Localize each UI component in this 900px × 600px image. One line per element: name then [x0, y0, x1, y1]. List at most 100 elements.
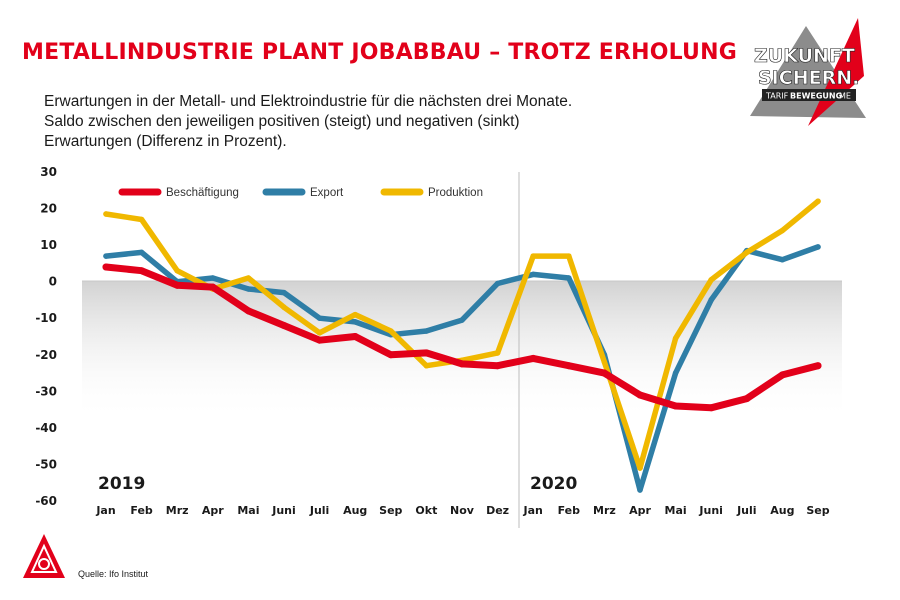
y-tick-label: -60 [35, 494, 57, 508]
year-label-2020: 2020 [530, 474, 577, 494]
y-tick-label: -50 [35, 457, 57, 471]
data-point [637, 487, 643, 493]
data-point [210, 275, 216, 281]
data-point [530, 253, 536, 259]
data-point [245, 286, 252, 292]
source-note: Quelle: Ifo Institut [78, 569, 149, 579]
data-point [779, 227, 786, 234]
data-point [459, 317, 465, 323]
data-point [138, 249, 145, 256]
data-point [744, 249, 750, 256]
data-point [173, 281, 181, 289]
data-point [103, 253, 109, 259]
badge-tag-box [762, 89, 856, 101]
x-tick-label: Aug [770, 504, 794, 517]
data-point [565, 362, 573, 370]
data-point [494, 350, 501, 356]
data-point [352, 311, 358, 318]
x-tick-label: Juli [309, 504, 329, 517]
data-point [281, 304, 287, 311]
y-axis: 30 20 10 0 -10 -20 -30 -40 -50 -60 [35, 165, 57, 508]
y-tick-label: -40 [35, 421, 57, 435]
data-point [245, 275, 252, 281]
x-tick-label: Mai [237, 504, 259, 517]
data-point [707, 404, 715, 412]
data-point [672, 370, 679, 376]
y-tick-label: 30 [40, 165, 57, 179]
x-tick-label: Aug [343, 504, 367, 517]
x-tick-label: Nov [450, 504, 475, 517]
x-tick-label: Apr [629, 504, 651, 517]
data-point [388, 328, 394, 334]
chart-subtitle: Erwartungen in der Metall- und Elektroin… [44, 92, 684, 152]
badge-tag-c: ME [839, 92, 851, 101]
data-point [281, 289, 287, 296]
legend-label: Beschäftigung [166, 187, 239, 199]
subtitle-line: Erwartungen (Differenz in Prozent). [44, 133, 287, 150]
data-point [566, 275, 572, 281]
data-point [530, 271, 536, 278]
data-point [280, 322, 288, 330]
x-tick-label: Juni [271, 504, 296, 517]
data-point [529, 354, 537, 362]
data-point [352, 319, 358, 325]
data-point [387, 351, 395, 359]
zukunft-sichern-badge: ZUKUNFT SICHERN. TARIF BEWEGUNG ME [750, 18, 866, 126]
y-tick-label: -10 [35, 311, 57, 325]
data-point [423, 328, 430, 334]
data-point [316, 330, 323, 336]
y-tick-label: -20 [35, 348, 57, 362]
ig-metall-logo-icon [23, 534, 65, 578]
year-label-2019: 2019 [98, 474, 145, 494]
subtitle-line: Erwartungen in der Metall- und Elektroin… [44, 93, 573, 110]
x-tick-label: Jan [95, 504, 115, 517]
data-point [708, 277, 714, 283]
logo-inner [30, 543, 58, 573]
data-point [174, 267, 180, 274]
x-axis: Jan Feb Mrz Apr Mai Juni Juli Aug Sep Okt Nov Dez Ja… [95, 504, 829, 517]
data-point [636, 391, 644, 399]
data-point [494, 280, 501, 287]
y-tick-label: 10 [40, 238, 57, 252]
badge-tag-b: BEWEGUNG [790, 92, 842, 101]
data-point [316, 315, 323, 321]
badge-line-2: SICHERN. [758, 67, 859, 89]
data-point [672, 335, 679, 342]
y-tick-label: -30 [35, 384, 57, 398]
data-point [458, 360, 466, 368]
badge-tag-a: TARIF [765, 92, 789, 101]
data-point [779, 256, 786, 263]
x-tick-label: Mrz [593, 504, 616, 517]
data-point [423, 362, 430, 369]
badge-line-1: ZUKUNFT [754, 45, 855, 67]
legend-label: Export [310, 187, 344, 199]
data-point [637, 465, 643, 471]
y-tick-label: 0 [49, 275, 57, 289]
data-point [138, 216, 145, 223]
data-point [102, 263, 110, 271]
logo-gear [38, 558, 50, 570]
data-point [209, 283, 217, 291]
data-point [566, 253, 572, 259]
x-tick-label: Juni [698, 504, 723, 517]
data-point [814, 362, 822, 370]
negative-area-shading [82, 281, 842, 421]
x-tick-label: Jan [523, 504, 543, 517]
data-point [494, 362, 502, 370]
x-tick-label: Mai [665, 504, 687, 517]
data-point [601, 359, 608, 365]
data-point [672, 402, 680, 410]
x-tick-label: Mrz [166, 504, 189, 517]
x-tick-label: Sep [379, 504, 402, 517]
data-point [351, 333, 359, 340]
series-lines [102, 198, 822, 493]
subtitle-line: Saldo zwischen den jeweiligen positiven … [44, 113, 520, 130]
data-point [815, 244, 821, 250]
x-tick-label: Okt [415, 504, 437, 517]
y-tick-label: 20 [40, 202, 57, 216]
data-point [244, 307, 252, 315]
data-point [708, 297, 714, 303]
x-tick-label: Apr [202, 504, 224, 517]
x-tick-label: Feb [130, 504, 153, 517]
